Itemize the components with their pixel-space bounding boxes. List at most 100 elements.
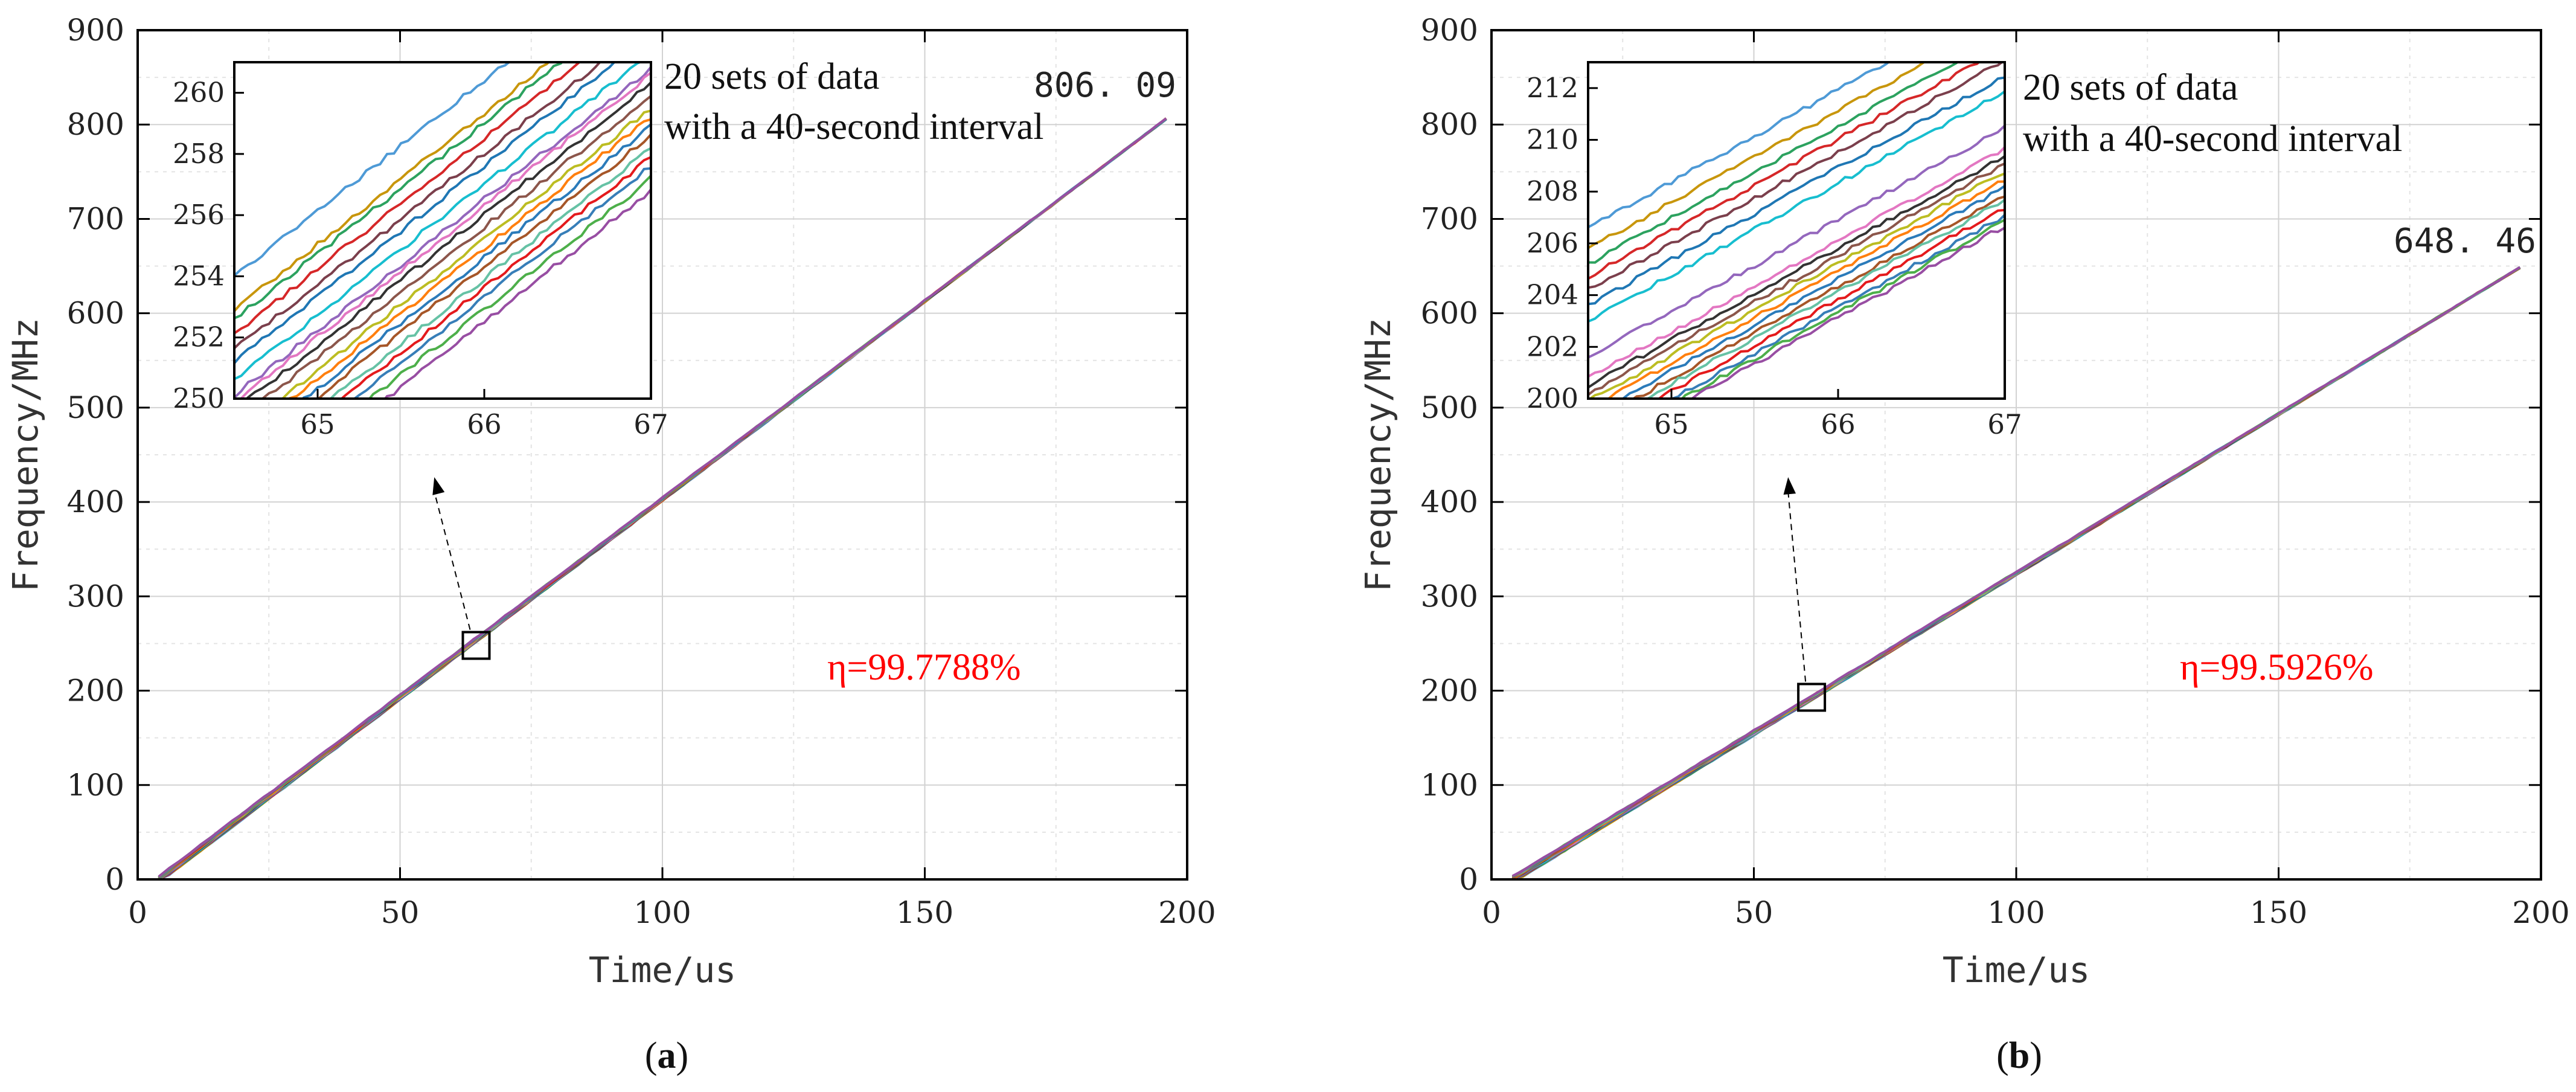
inset-series-line-8 [1588, 124, 2005, 359]
y-tick-label: 800 [1421, 107, 1478, 142]
y-tick-label: 100 [1421, 768, 1478, 803]
inset-y-tick-label: 250 [173, 382, 225, 414]
inset-series-line-16 [1645, 199, 2005, 399]
panel-caption: (a) [645, 1035, 688, 1076]
y-tick-label: 600 [1421, 296, 1478, 331]
inset-series-line-18 [352, 167, 651, 399]
inset-series-line-20 [383, 188, 651, 399]
x-tick-label: 0 [128, 895, 147, 930]
inset-series-line-4 [1588, 62, 1981, 280]
inset-y-tick-label: 212 [1527, 72, 1578, 104]
inset-y-tick-label: 258 [173, 138, 225, 170]
inset-x-tick-label: 66 [1821, 408, 1855, 440]
inset-series-line-12 [1588, 172, 2005, 399]
inset-series-line-17 [339, 156, 651, 399]
caption-close-paren: ) [676, 1035, 689, 1076]
y-tick-label: 300 [67, 579, 124, 614]
inset-x-tick-label: 67 [1987, 408, 2022, 440]
inset-series-line-1 [1588, 62, 1891, 228]
end-value-label: 648. 46 [2394, 222, 2536, 261]
y-axis-title: Frequency/MHz [1357, 318, 1399, 592]
y-tick-label: 500 [1421, 390, 1478, 425]
y-tick-label: 600 [67, 296, 124, 331]
inset-y-tick-label: 260 [173, 77, 225, 109]
inset-series-line-10 [245, 82, 651, 399]
y-tick-label: 100 [67, 768, 124, 803]
inset-series-line-6 [1588, 76, 2005, 306]
y-tick-label: 500 [67, 390, 124, 425]
y-tick-label: 400 [1421, 484, 1478, 519]
caption-close-paren: ) [2030, 1035, 2042, 1076]
inset-y-tick-label: 204 [1527, 279, 1578, 311]
caption-letter: b [2009, 1035, 2030, 1076]
x-axis-title: Time/us [1943, 949, 2090, 991]
inset-series-line-8 [234, 66, 651, 399]
inset-series-line-11 [261, 95, 651, 399]
zoom-arrow-head [432, 477, 445, 495]
inset-chart: 65 66 67 250 252 254 256 258 260 [173, 61, 668, 440]
inset-y-tick-label: 254 [173, 260, 225, 292]
inset-x-tick-label: 65 [1654, 408, 1688, 440]
x-tick-label: 50 [381, 895, 420, 930]
annotation-line-2: with a 40-second interval [664, 106, 1043, 147]
inset-series-line-3 [234, 62, 564, 320]
caption-letter: a [658, 1035, 676, 1076]
inset-series-line-9 [1588, 146, 2005, 378]
inset-y-tick-label: 202 [1527, 330, 1578, 362]
inset-y-tick-label: 208 [1527, 175, 1578, 207]
inset-series-line-5 [234, 62, 602, 350]
y-tick-label: 700 [67, 201, 124, 236]
inset-series-line-20 [1687, 226, 2005, 399]
inset-x-tick-label: 65 [300, 408, 335, 440]
inset-y-tick-label: 206 [1527, 227, 1578, 259]
inset-series-line-19 [368, 175, 651, 399]
inset-y-tick-label: 252 [173, 321, 225, 353]
inset-y-tick-label: 200 [1527, 382, 1578, 414]
inset-series-line-6 [234, 62, 616, 364]
annotation-line-1: 20 sets of data [664, 56, 879, 97]
inset-series-line-2 [1588, 62, 1926, 249]
inset-series-line-1 [234, 62, 511, 277]
inset-series-line-11 [1588, 162, 2005, 396]
efficiency-label: η=99.5926% [2180, 647, 2374, 688]
efficiency-label: η=99.7788% [827, 647, 1021, 688]
inset-series-line-16 [328, 147, 651, 399]
x-tick-label: 150 [896, 895, 953, 930]
inset-frame [1587, 61, 2006, 400]
x-tick-label: 0 [1482, 895, 1501, 930]
inset-series-line-18 [1670, 214, 2005, 399]
zoom-box [1797, 682, 1827, 712]
y-axis-title: Frequency/MHz [5, 318, 46, 592]
annotation-line-2: with a 40-second interval [2023, 118, 2402, 159]
y-tick-label: 0 [1459, 862, 1478, 897]
y-tick-label: 200 [1421, 673, 1478, 708]
inset-series-line-7 [234, 62, 643, 381]
inset-series-line-5 [1588, 62, 2004, 289]
caption-open-paren: ( [1996, 1035, 2009, 1076]
inset-series [1588, 62, 2005, 399]
y-tick-label: 0 [105, 862, 124, 897]
inset-y-tick-label: 210 [1527, 124, 1578, 156]
inset-series [234, 62, 651, 399]
x-tick-label: 150 [2250, 895, 2307, 930]
inset-series-line-2 [234, 62, 551, 312]
caption-open-paren: ( [645, 1035, 658, 1076]
inset-series-line-15 [1631, 195, 2005, 399]
inset-x-tick-label: 67 [633, 408, 668, 440]
inset-x-tick-label: 66 [467, 408, 501, 440]
y-tick-label: 900 [1421, 13, 1478, 48]
annotation-line-1: 20 sets of data [2023, 67, 2238, 108]
panel-caption: (b) [1996, 1035, 2042, 1076]
zoom-arrow-head [1783, 477, 1796, 495]
inset-series-line-10 [1588, 155, 2005, 389]
series-line-20 [158, 117, 1167, 878]
inset-background [1588, 62, 2005, 399]
zoom-arrow-line [434, 491, 471, 630]
inset-series-line-17 [1657, 208, 2005, 399]
inset-series-line-3 [1588, 62, 1960, 264]
y-tick-label: 900 [67, 13, 124, 48]
x-axis-title: Time/us [589, 949, 736, 991]
y-tick-label: 400 [67, 484, 124, 519]
inset-series-line-19 [1680, 219, 2005, 399]
